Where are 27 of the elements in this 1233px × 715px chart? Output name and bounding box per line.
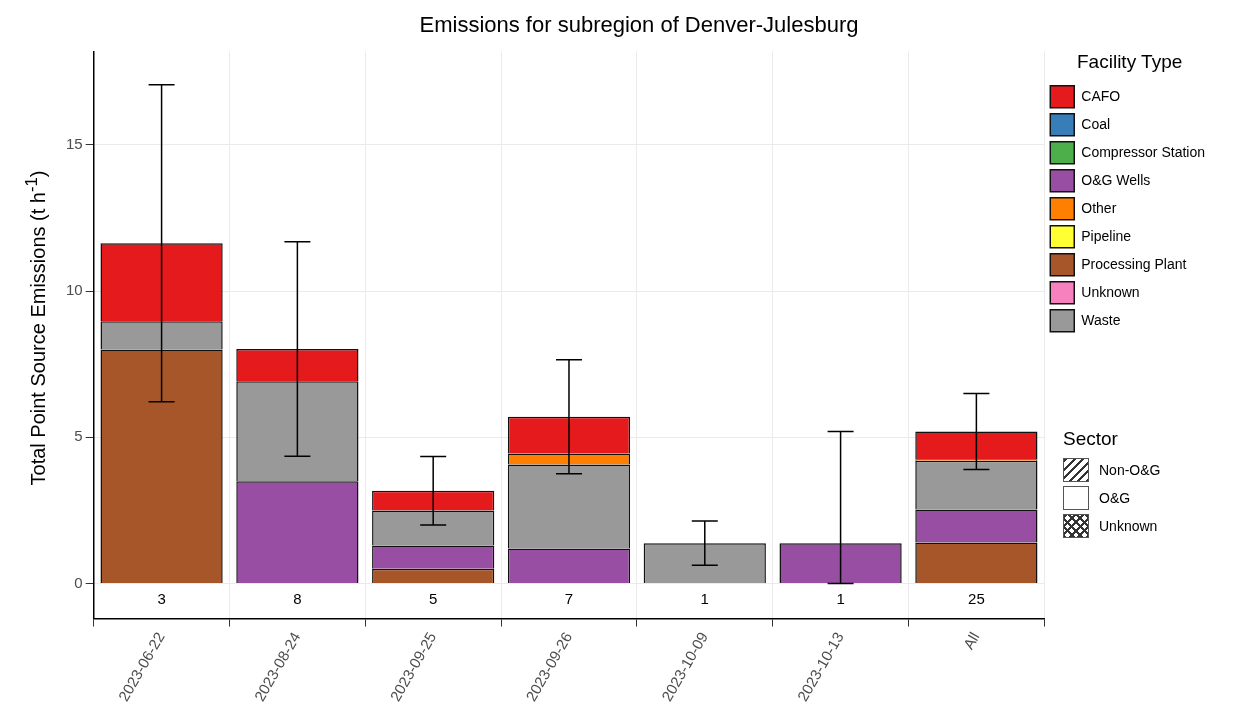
- legend-label: Unknown: [1081, 283, 1140, 300]
- chart-title: Emissions for subregion of Denver-Julesburg: [419, 12, 859, 38]
- annotation: 25: [968, 589, 985, 607]
- legend-label: Compressor Station: [1081, 143, 1205, 160]
- legend-label: Processing Plant: [1081, 255, 1187, 272]
- legend-label: Pipeline: [1081, 227, 1132, 244]
- legend-label: Other: [1081, 199, 1117, 216]
- annotation: 7: [564, 589, 574, 607]
- annotation: 8: [293, 589, 302, 607]
- y-tick-label: 0: [74, 573, 83, 591]
- annotation: 1: [836, 589, 845, 607]
- legend-label: O&G Wells: [1081, 171, 1151, 188]
- y-tick-label: 15: [66, 135, 83, 153]
- annotation: 5: [429, 589, 438, 607]
- text: Sector: [1063, 428, 1119, 450]
- legend-title: Facility Type: [1077, 50, 1183, 72]
- text: Non-O&G: [1099, 462, 1161, 478]
- y-tick-label: 10: [66, 281, 83, 299]
- legend-label: Waste: [1081, 311, 1121, 328]
- text: Unknown: [1099, 518, 1158, 534]
- x-tick-label: All: [959, 629, 983, 653]
- text: O&G: [1099, 490, 1131, 506]
- legend-label: CAFO: [1081, 87, 1121, 104]
- annotation: 3: [157, 589, 166, 607]
- y-tick-label: 5: [74, 427, 83, 445]
- annotation: 1: [700, 589, 709, 607]
- legend-label: Coal: [1081, 115, 1111, 132]
